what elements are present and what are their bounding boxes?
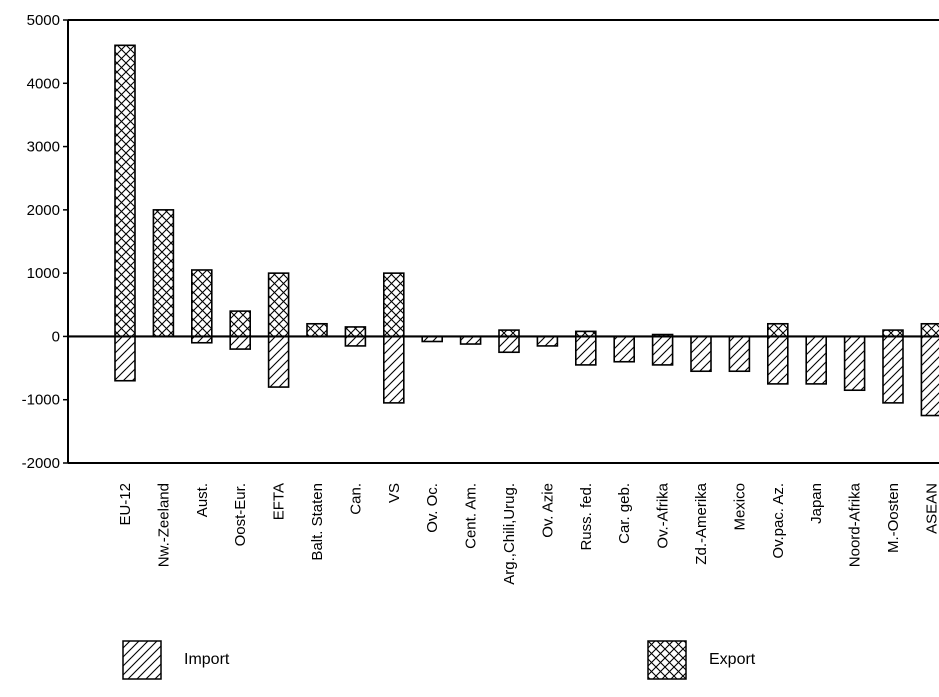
- x-tick-label-japan: Japan: [808, 483, 825, 524]
- x-tick-label-can: Can.: [347, 483, 364, 515]
- y-tick-label: 4000: [27, 75, 60, 92]
- import-bar-eu-12: [114, 335, 136, 382]
- legend-export: Export: [647, 640, 755, 680]
- x-tick-label-nw-zeeland: Nw.-Zeeland: [155, 483, 172, 567]
- export-bar-nw-zeeland: [152, 209, 175, 338]
- import-bar-ov-pac-az: [766, 335, 789, 385]
- import-bar-japan: [805, 335, 828, 385]
- x-tick-label-zd-amerika: Zd.-Amerika: [693, 482, 710, 564]
- export-bar-aust: [191, 269, 213, 338]
- export-bar-ov-pac-az: [766, 322, 789, 338]
- import-bar-vs: [382, 335, 405, 404]
- y-tick-label: 0: [52, 328, 60, 345]
- x-tick-label-m-oosten: M.-Oosten: [885, 483, 902, 553]
- import-bar-cent-am: [459, 335, 482, 345]
- import-bar-efta: [267, 335, 290, 388]
- x-tick-label-oost-eur: Oost-Eur.: [232, 483, 249, 546]
- x-tick-label-eu-12: EU-12: [117, 483, 134, 526]
- x-tick-label-efta: EFTA: [271, 483, 288, 520]
- x-tick-label-ov-azie: Ov. Azie: [539, 483, 556, 538]
- x-tick-label-car-geb: Car. geb.: [616, 483, 633, 544]
- export-bar-can: [344, 326, 367, 338]
- import-bar-can: [344, 335, 367, 347]
- x-tick-label-asean: ASEAN: [923, 483, 939, 534]
- legend-export-swatch: [647, 640, 687, 680]
- y-tick-label: 3000: [27, 139, 60, 156]
- import-bar-mexico: [728, 335, 751, 373]
- legend-import: Import: [122, 640, 229, 680]
- legend-import-swatch: [122, 640, 162, 680]
- x-tick-label-aust: Aust.: [194, 483, 211, 517]
- export-bar-oost-eur: [229, 310, 251, 338]
- x-axis-labels: EU-12 Nw.-Zeeland Aust. Oost-Eur. EFTA Balt. …: [117, 482, 939, 584]
- export-bar-vs: [382, 272, 405, 338]
- import-bar-zd-amerika: [690, 335, 712, 373]
- legend-import-label: Import: [184, 651, 230, 668]
- import-bar-oost-eur: [229, 335, 251, 350]
- import-bar-asean: [920, 335, 939, 417]
- x-tick-label-noord-afrika: Noord-Afrika: [847, 482, 864, 567]
- import-bar-car-geb: [613, 335, 636, 363]
- import-bar-ov-afrika: [651, 335, 674, 366]
- import-bar-m-oosten: [882, 335, 904, 404]
- import-bar-russ-fed: [574, 335, 597, 366]
- export-bar-balt-staten: [306, 322, 328, 338]
- y-tick-label: 2000: [27, 202, 60, 219]
- x-tick-label-cent-am: Cent. Am.: [463, 483, 480, 549]
- import-bar-arg-chili-urug: [498, 335, 520, 354]
- x-tick-label-russ-fed: Russ. fed.: [578, 483, 595, 551]
- x-tick-label-vs: VS: [386, 483, 403, 503]
- import-bar-ov-azie: [536, 335, 559, 347]
- axes: [67, 19, 939, 464]
- legend-export-label: Export: [709, 651, 756, 668]
- y-tick-label: 5000: [27, 12, 60, 29]
- bars: [114, 44, 939, 417]
- y-axis-ticks: 5000 4000 3000 2000 1000 0 -1000 -2000: [22, 12, 68, 472]
- y-tick-label: -2000: [22, 455, 60, 472]
- export-bar-asean: [920, 322, 939, 338]
- x-tick-label-ov-pac-az: Ov.pac. Az.: [770, 483, 787, 559]
- x-tick-label-arg-chili-urug: Arg.,Chili,Urug.: [501, 483, 518, 585]
- y-tick-label: 1000: [27, 265, 60, 282]
- x-tick-label-balt-staten: Balt. Staten: [309, 483, 326, 561]
- x-tick-label-ov-afrika: Ov.-Afrika: [655, 482, 672, 548]
- export-bar-eu-12: [114, 44, 136, 338]
- x-tick-label-ov-oc: Ov. Oc.: [424, 483, 441, 533]
- y-tick-label: -1000: [22, 392, 60, 409]
- export-bar-efta: [267, 272, 290, 338]
- x-tick-label-mexico: Mexico: [731, 483, 748, 531]
- import-bar-noord-afrika: [843, 335, 866, 392]
